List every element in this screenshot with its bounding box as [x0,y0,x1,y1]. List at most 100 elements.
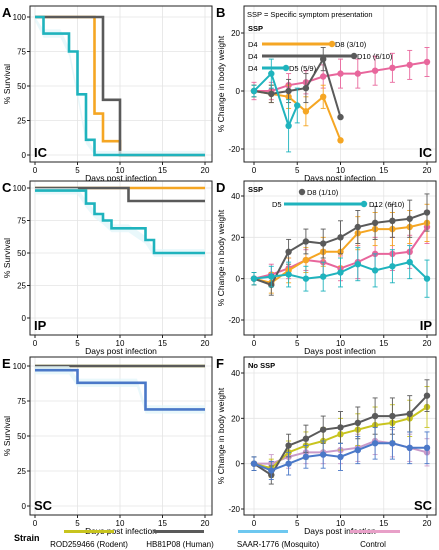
tick-label-x: 5 [75,166,80,175]
tick-label-y: 100 [13,13,27,22]
series-mosquito [35,188,205,257]
series-sc_mosquito [35,366,205,414]
y-axis-label: % Change in body weight [216,209,226,306]
data-point [354,419,361,427]
plot-border [29,5,213,163]
data-point [285,87,292,95]
x-axis-label: Days post infection [304,173,376,183]
data-point [337,269,344,276]
y-axis-label: % Survival [2,416,12,456]
legend-item-mosquito: SAAR-1776 (Mosquito) [237,530,319,549]
data-point [285,248,292,255]
data-point [268,273,275,280]
panel-letter: E [2,356,11,371]
data-point [423,392,431,399]
tick-label-y: 20 [231,29,240,38]
data-point [250,460,258,467]
data-point [337,234,344,241]
data-point [337,113,344,121]
route-label: IP [34,318,47,333]
plot-frame [243,5,437,163]
tick-label-y: 40 [231,192,240,201]
y-axis-label: % Survival [2,238,12,278]
data-point [337,137,344,144]
data-point [389,263,396,270]
data-point [285,442,292,449]
panel-letter: C [2,180,12,195]
data-point [389,217,396,224]
route-label: IC [34,145,48,160]
x-axis-label: Days post infection [85,526,157,536]
tick-label-x: 15 [379,166,388,175]
data-point [371,440,379,447]
data-point [285,460,292,467]
data-point [320,451,327,458]
ssp-marker [298,188,306,196]
series-human [35,186,205,203]
data-point [371,219,379,227]
panel-letter: A [2,5,12,20]
tick-label-y: 25 [17,282,26,291]
survival-line-sc_mosquito [35,368,205,411]
series-human [250,193,431,296]
ssp-end: D5 (5/9) [289,64,317,73]
route-label: IP [420,318,433,333]
data-point [320,240,327,247]
ssp-marker [328,40,336,48]
tick-label-x: 5 [295,339,300,348]
tick-label-x: 10 [116,519,125,528]
plot-border [29,180,213,336]
confidence-band [35,188,205,257]
tick-label-x: 5 [75,339,80,348]
data-point [302,256,310,264]
data-point [268,90,275,98]
confidence-band [35,17,205,155]
data-point [371,67,379,74]
ssp-title: No SSP [248,361,275,370]
tick-label-y: 25 [17,467,26,476]
tick-label-y: 0 [22,314,27,323]
data-point [337,453,344,461]
tick-label-y: 0 [236,460,241,469]
tick-label-y: 20 [231,414,240,423]
panel-letter: B [216,5,225,20]
tick-label-x: 10 [116,339,125,348]
data-point [250,87,258,95]
tick-label-x: 20 [201,519,210,528]
tick-label-y: 25 [17,117,26,126]
data-point [285,271,292,278]
tick-label-x: 15 [379,519,388,528]
y-axis-label: % Survival [2,64,12,104]
data-point [302,84,310,92]
legend-item-human: HB81P08 (Human) [146,530,214,549]
data-point [354,223,361,231]
data-point [302,435,310,442]
tick-label-x: 0 [252,339,257,348]
strain-legend: Strain ROD259466 (Rodent) HB81P08 (Human… [14,530,400,549]
tick-label-y: 0 [236,87,241,96]
tick-label-y: 75 [17,48,26,57]
legend-item-control: Control [350,530,400,549]
tick-label-y: 40 [231,369,240,378]
panel-letter: F [216,356,224,371]
ssp-start: D5 [272,200,282,209]
panel-b: -20 0 20 0 5 10 15 20 Days post infection % Chang… [216,5,437,183]
series-sc_mosquito [250,426,431,480]
tick-label-y: 75 [17,397,26,406]
tick-label-y: 50 [17,82,26,91]
data-point [268,467,275,474]
tick-label-x: 5 [295,166,300,175]
tick-label-x: 10 [336,166,345,175]
ssp-title: SSP [248,24,263,33]
ssp-start: D4 [248,52,258,61]
legend-swatch [238,530,288,533]
data-point [423,444,431,451]
data-point [294,102,301,109]
ssp-end: D12 (6/10) [369,200,405,209]
tick-label-x: 15 [158,339,167,348]
data-point [354,70,361,77]
ssp-marker [350,52,358,60]
tick-label-x: 5 [295,519,300,528]
tick-label-x: 20 [423,166,432,175]
